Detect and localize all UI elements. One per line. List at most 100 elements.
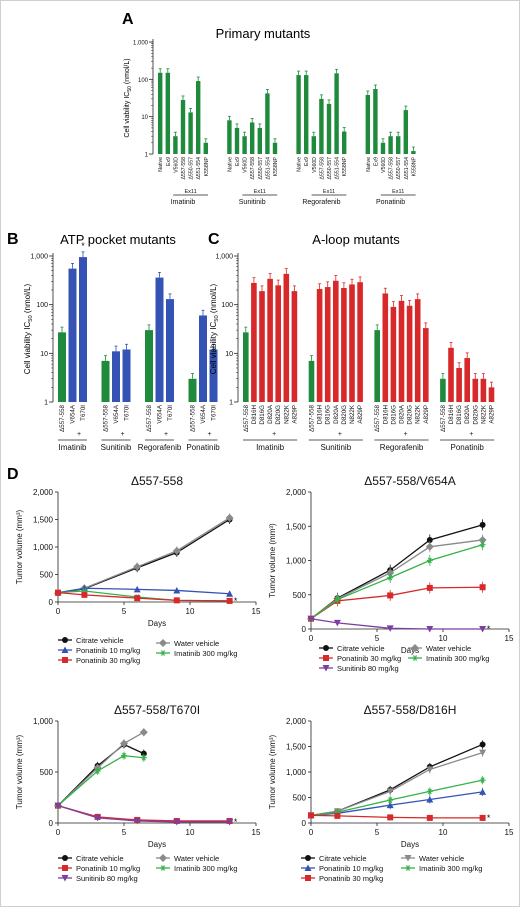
bar-A xyxy=(304,75,309,154)
bar-C xyxy=(324,287,331,402)
plus-label-C: + xyxy=(272,431,276,438)
bar-B xyxy=(145,330,153,402)
category-label-B: V654A xyxy=(113,404,120,423)
data-point-D4 xyxy=(426,766,434,773)
y-tick-label-D1: 1,000 xyxy=(33,543,54,552)
bar-C xyxy=(259,291,265,402)
category-label-C: Δ557-558 xyxy=(309,404,316,431)
bar-C xyxy=(275,285,281,402)
bar-C xyxy=(357,282,363,402)
category-label-A: Native xyxy=(366,157,372,172)
data-point-D3 xyxy=(94,814,102,822)
bar-C xyxy=(333,280,339,402)
y-tick-label-A: 1 xyxy=(145,153,149,159)
data-point-D3 xyxy=(94,768,101,774)
data-point-D1 xyxy=(133,585,141,593)
group-label-B: Ponatinib xyxy=(186,443,220,452)
y-tick-label-D4: 2,000 xyxy=(286,717,307,726)
category-label-B: T670I xyxy=(211,405,218,421)
annotation-B: * xyxy=(81,241,85,251)
bar-A xyxy=(396,136,401,154)
legend-marker-D2 xyxy=(323,655,329,661)
category-label-A: Δ550-557 xyxy=(327,157,333,180)
x-tick-label-D4: 10 xyxy=(439,828,448,837)
y-tick-label-D4: 500 xyxy=(293,794,307,803)
legend-label-D3: Water vehicle xyxy=(174,854,219,863)
series-line-D3 xyxy=(57,743,145,807)
bracket-label-A: Ex11 xyxy=(185,189,197,195)
data-point-D4 xyxy=(387,797,394,803)
x-tick-label-D2: 10 xyxy=(439,634,448,643)
bar-A xyxy=(272,142,278,154)
category-label-C: A829P xyxy=(291,405,298,424)
group-label-A: Imatinib xyxy=(171,199,196,206)
y-tick-label-D2: 0 xyxy=(302,625,307,634)
bar-C xyxy=(374,330,380,402)
category-label-A: K558NP xyxy=(204,156,210,176)
category-label-A: Δ557-558 xyxy=(389,157,395,180)
bracket-label-A: Ex11 xyxy=(392,189,404,195)
panel-c-letter: C xyxy=(208,231,220,248)
category-label-A: Δ551-554 xyxy=(196,157,202,180)
legend-marker-D1 xyxy=(62,637,68,643)
bar-A xyxy=(388,136,393,154)
y-tick-label-A: 1,000 xyxy=(133,41,149,47)
bar-A xyxy=(265,93,270,154)
bar-A xyxy=(403,110,408,154)
data-point-D4 xyxy=(426,788,433,795)
legend-label-D2: Citrate vehicle xyxy=(337,644,385,653)
category-label-C: Δ557-558 xyxy=(374,404,381,431)
data-point-D2 xyxy=(333,619,341,627)
data-point-D1 xyxy=(55,589,61,596)
category-label-C: D820G xyxy=(341,405,348,425)
legend-label-D4: Imatinib 300 mg/kg xyxy=(419,864,482,873)
chart-title-D4: Δ557-558/D816H xyxy=(364,703,457,717)
panel-c-title: A-loop mutants xyxy=(312,232,400,247)
bar-C xyxy=(406,305,413,402)
bar-B xyxy=(155,277,164,402)
data-point-D2 xyxy=(479,584,486,591)
data-point-D4 xyxy=(308,812,314,819)
y-tick-label-D3: 0 xyxy=(49,819,54,828)
bar-C xyxy=(390,306,397,402)
x-axis-label-D4: Days xyxy=(401,840,419,849)
category-label-C: D816H xyxy=(382,405,389,424)
category-label-A: V560D xyxy=(173,157,179,173)
category-label-C: N822K xyxy=(349,404,356,424)
panel-a-letter: A xyxy=(122,11,134,28)
legend-marker-D1 xyxy=(159,639,167,647)
plus-label-C: + xyxy=(469,431,473,438)
y-tick-label-B: 100 xyxy=(36,302,48,309)
data-point-D4-stroke xyxy=(480,777,485,784)
y-tick-label-D2: 2,000 xyxy=(286,488,307,497)
bar-B xyxy=(122,349,131,402)
y-tick-label-D2: 500 xyxy=(293,591,307,600)
data-point-D2 xyxy=(307,615,315,623)
x-tick-label-D3: 15 xyxy=(252,828,261,837)
group-label-A: Regorafenib xyxy=(302,199,340,206)
bar-C xyxy=(308,360,315,402)
bar-C xyxy=(316,288,323,402)
category-label-C: D820G xyxy=(275,405,282,425)
bar-C xyxy=(456,367,462,402)
x-axis-label-D2: Days xyxy=(401,646,419,655)
legend-label-D4: Water vehicle xyxy=(419,854,464,863)
data-point-D2 xyxy=(479,541,486,548)
data-point-D3 xyxy=(173,818,181,826)
legend-marker-D1 xyxy=(62,657,68,663)
bracket-label-A: Ex11 xyxy=(323,189,335,195)
y-tick-label-D1: 2,000 xyxy=(33,488,54,497)
y-tick-label-C: 10 xyxy=(225,351,233,358)
bar-A xyxy=(380,142,386,154)
x-tick-label-D4: 0 xyxy=(309,828,314,837)
category-label-A: V560D xyxy=(312,157,318,173)
legend-label-D3: Sunitinib 80 mg/kg xyxy=(76,874,138,883)
category-label-C: D820A xyxy=(267,404,274,424)
data-point-D4 xyxy=(479,749,487,757)
bar-A xyxy=(196,81,201,154)
y-tick-label-D3: 1,000 xyxy=(33,717,54,726)
plus-label-C: + xyxy=(338,431,342,438)
bar-B xyxy=(112,351,120,402)
data-point-D1 xyxy=(172,546,181,555)
category-label-B: T670I xyxy=(80,405,87,421)
